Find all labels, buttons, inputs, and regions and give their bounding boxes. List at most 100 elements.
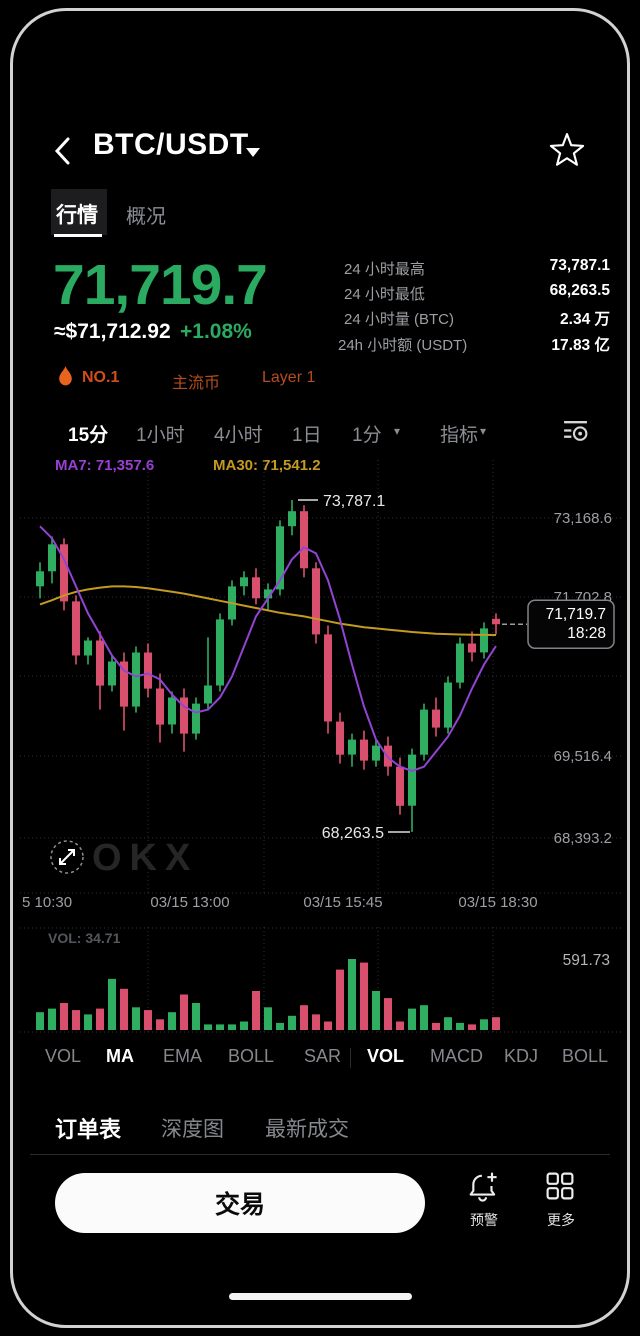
candle-body [108,661,116,686]
y-axis-label: 68,393.2 [554,830,612,847]
alert-bell-icon[interactable] [468,1170,500,1202]
timeframe-1h[interactable]: 1小时 [136,425,185,446]
category-badge[interactable]: 主流币 [172,375,221,392]
last-price: 71,719.7 [53,253,268,317]
candle-body [156,688,164,725]
usd-price: ≈$71,712.92 [54,320,171,343]
favorite-star-icon[interactable] [549,132,585,168]
okx-watermark: OKX [92,837,198,879]
tab-latest-trades[interactable]: 最新成交 [265,1118,349,1141]
volume-bar [432,1022,440,1030]
indicator-boll[interactable]: BOLL [228,1046,275,1066]
candle-body [204,685,212,704]
volume-bar [204,1024,212,1030]
stat-value: 73,787.1 [549,257,610,274]
alert-label: 预警 [470,1212,498,1228]
volume-bar [228,1024,236,1030]
home-indicator[interactable] [229,1293,412,1300]
candle-body [168,697,176,725]
candle-body [132,652,140,707]
tab-quotes[interactable]: 行情 [56,204,98,227]
volume-bar [480,1019,488,1030]
stat-value: 68,263.5 [549,282,610,299]
timeframe-4h[interactable]: 4小时 [214,425,263,446]
candle-body [72,601,80,656]
current-price-time: 18:28 [567,625,606,642]
layer-badge[interactable]: Layer 1 [262,369,316,386]
candle-body [396,766,404,806]
volume-bar [288,1015,296,1030]
x-axis-label: 03/15 15:45 [303,894,382,911]
tab-depth-chart[interactable]: 深度图 [161,1118,224,1141]
x-axis-label: 5 10:30 [22,894,72,911]
pair-title[interactable]: BTC/USDT [93,128,249,161]
candle-body [252,577,260,599]
volume-max-label: 591.73 [562,952,610,969]
indicator-menu[interactable]: 指标 [440,425,479,446]
timeframe-more[interactable]: 1分 [352,425,382,446]
candle-body [120,661,128,707]
ma7-line [39,525,497,772]
trade-button[interactable]: 交易 [55,1173,425,1233]
timeframe-1d[interactable]: 1日 [292,425,322,446]
volume-bar [84,1014,92,1030]
chart-settings-icon[interactable] [562,417,589,444]
more-label: 更多 [547,1212,575,1228]
timeframe-15m[interactable]: 15分 [68,425,109,446]
tab-overview[interactable]: 概况 [126,206,166,228]
volume-bar [372,991,380,1030]
volume-bar [264,1007,272,1030]
phone-frame: BTC/USDT 行情 概况 71,719.7 ≈$71,712.92 +1.0… [10,8,630,1328]
volume-bar [156,1019,164,1030]
stat-label: 24h 小时额 (USDT) [338,337,468,354]
candle-body [180,697,188,734]
indicator-macd[interactable]: MACD [430,1046,483,1066]
candle-body [264,589,272,599]
price-change: +1.08% [180,320,252,343]
rank-badge[interactable]: NO.1 [82,369,120,386]
tab-order-book[interactable]: 订单表 [55,1117,122,1142]
indicator-ema[interactable]: EMA [163,1046,203,1066]
candle-body [336,721,344,755]
indicator-kdj[interactable]: KDJ [504,1046,539,1066]
more-grid-icon[interactable] [546,1172,574,1200]
timeframe-more-caret-icon: ▾ [394,424,401,438]
candle-body [492,618,500,625]
x-axis-label: 03/15 13:00 [150,894,229,911]
volume-bar [144,1010,152,1030]
volume-bar [312,1014,320,1030]
current-price-badge [527,599,615,649]
indicator-vol[interactable]: VOL [45,1046,82,1066]
volume-bar [48,1008,56,1030]
volume-bar [108,978,116,1030]
candle-body [324,634,332,722]
candle-body [36,571,44,587]
volume-bar [96,1008,104,1030]
volume-bar [348,959,356,1030]
tab-underline [54,234,102,237]
volume-bar [252,991,260,1030]
candle-body [192,703,200,734]
volume-bar [168,1012,176,1030]
stat-label: 24 小时量 (BTC) [344,311,455,328]
indicator-boll2[interactable]: BOLL [562,1046,609,1066]
price-chart[interactable]: 73,168.671,702.869,516.468,393.25 10:30 0… [10,455,630,915]
volume-bar [360,962,368,1030]
ma30-label: MA30: 71,541.2 [213,457,321,474]
tab-quotes-highlight [51,189,107,235]
candle-body [312,568,320,635]
y-axis-label: 69,516.4 [554,748,612,765]
indicator-ma[interactable]: MA [106,1046,134,1066]
candle-body [348,739,356,755]
ma30-line [39,585,497,636]
back-icon[interactable] [52,136,74,166]
current-price-value: 71,719.7 [546,606,606,623]
volume-chart[interactable] [10,925,630,1037]
indicator-vol2[interactable]: VOL [367,1046,405,1066]
candle-body [144,652,152,689]
candle-body [480,628,488,653]
indicator-sar[interactable]: SAR [304,1046,342,1066]
candle-body [468,643,476,653]
volume-bar [408,1008,416,1030]
